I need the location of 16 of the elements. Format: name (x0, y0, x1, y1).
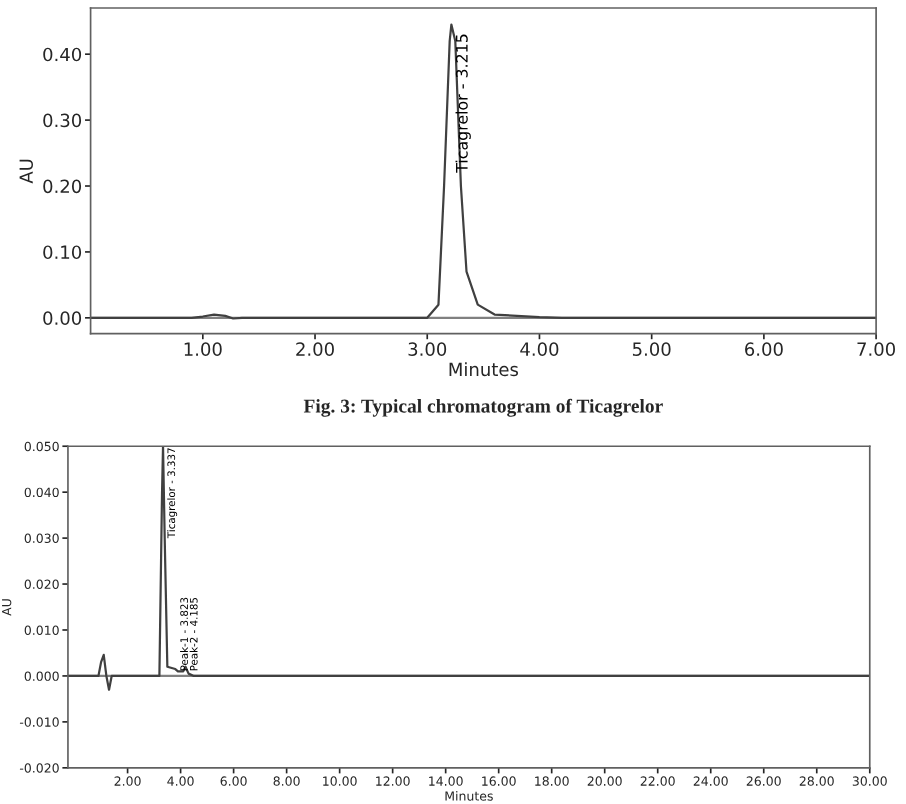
x-axis-title: Minutes (449, 362, 519, 377)
x-tick-label: 7.00 (857, 342, 895, 356)
line-series (90, 23, 877, 320)
x-tick-label: 3.00 (408, 342, 447, 356)
y-tick-label: 0.00 (43, 311, 82, 325)
x-tick-label: 6.00 (745, 342, 783, 356)
y-tick-label: 0.20 (43, 179, 82, 194)
caption: Fig. 3: Typical chromatogram of Ticagrelor (303, 398, 663, 417)
x-tick-label: 4.00 (520, 342, 559, 356)
y-tick-label: 0.30 (43, 113, 82, 128)
y-axis-title: AU (19, 159, 34, 184)
y-tick-label: 0.40 (43, 47, 82, 62)
x-tick-label: 5.00 (632, 342, 671, 356)
x-tick-label: 2.00 (296, 342, 334, 356)
x-tick-label: 1.00 (184, 342, 222, 356)
y-tick-label: 0.10 (43, 245, 82, 260)
